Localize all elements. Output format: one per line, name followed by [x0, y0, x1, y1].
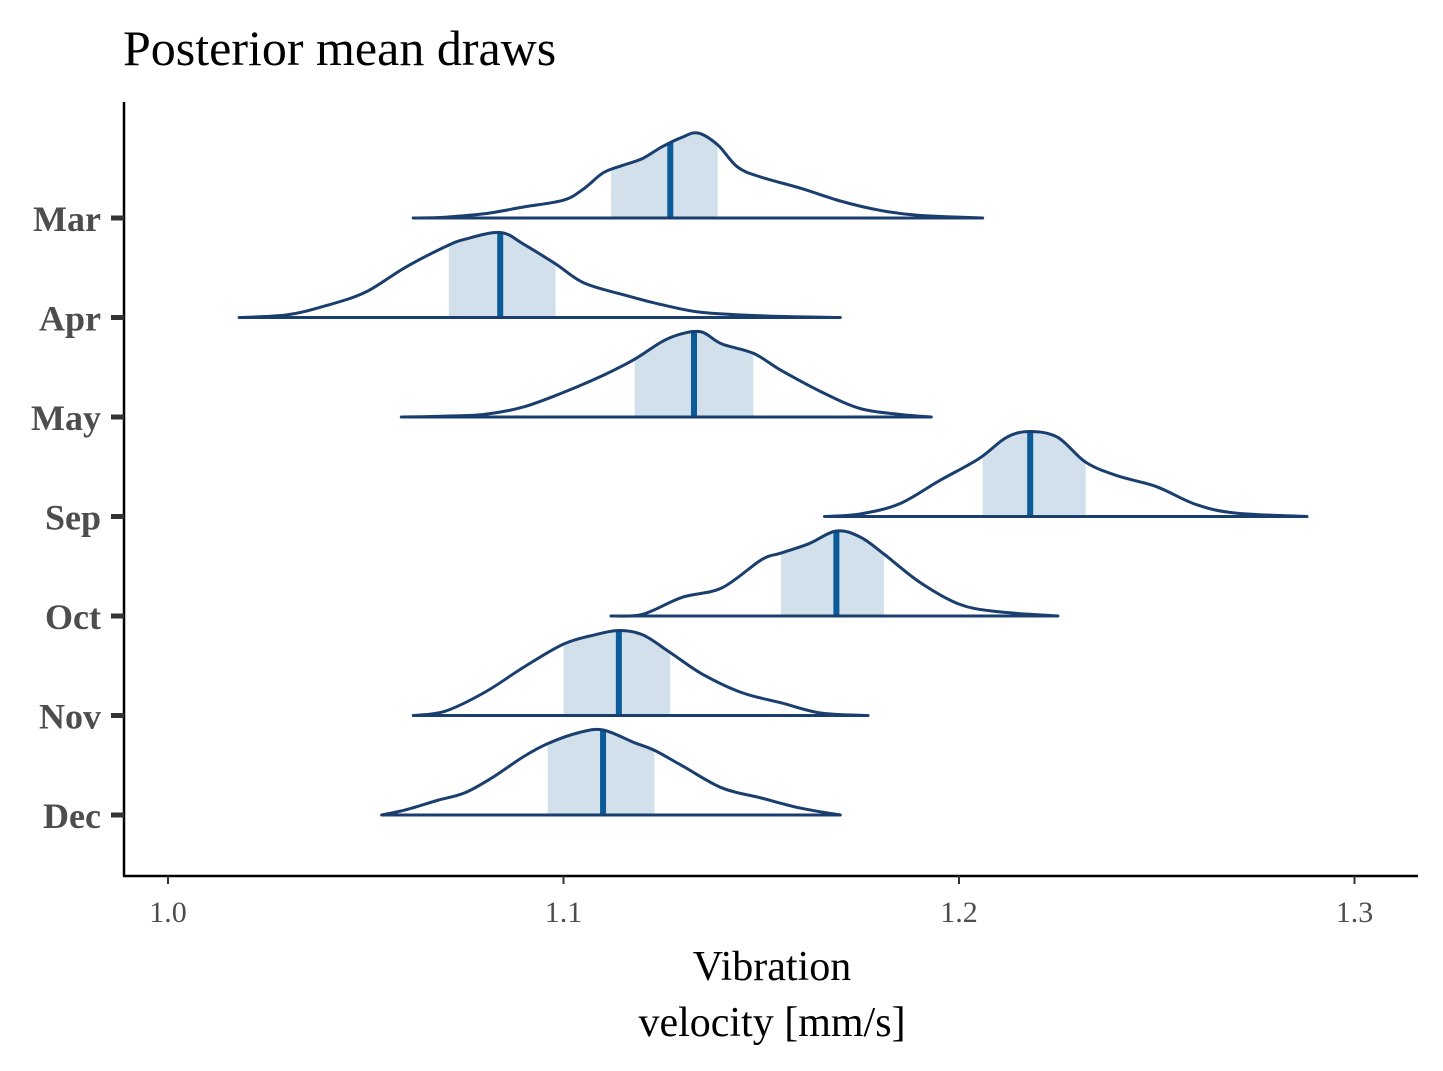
x-axis-label-line-2: velocity [mm/s] [638, 1000, 905, 1046]
y-ticks-group: Mar Apr May Sep Oct Nov Dec [31, 199, 124, 836]
density-curve-may [399, 329, 933, 419]
y-tick-label-apr: Apr [39, 299, 101, 339]
ridges-group [237, 131, 1309, 817]
x-axis-label-line-1: Vibration [693, 944, 851, 990]
y-tick-label-dec: Dec [43, 796, 101, 836]
x-tick-label-1: 1.1 [545, 896, 583, 929]
interval-area-mar [611, 133, 718, 218]
interval-area-oct [781, 531, 884, 616]
density-curve-mar [411, 131, 985, 220]
x-tick-label-3: 1.3 [1336, 896, 1374, 929]
interval-area-sep [982, 431, 1086, 517]
x-tick-label-0: 1.0 [149, 896, 187, 929]
x-ticks-group: 1.0 1.1 1.2 1.3 [149, 876, 1373, 929]
chart-title: Posterior mean draws [123, 20, 556, 76]
y-tick-label-sep: Sep [45, 498, 101, 538]
x-tick-label-2: 1.2 [940, 896, 978, 929]
density-curve-nov [411, 629, 870, 717]
density-curve-dec [380, 727, 842, 817]
y-tick-label-oct: Oct [45, 597, 101, 637]
density-curve-oct [609, 529, 1060, 618]
y-tick-label-may: May [31, 398, 101, 438]
y-tick-label-mar: Mar [33, 199, 101, 239]
density-curve-sep [823, 430, 1309, 518]
density-curve-apr [237, 230, 842, 319]
y-tick-label-nov: Nov [39, 697, 101, 737]
